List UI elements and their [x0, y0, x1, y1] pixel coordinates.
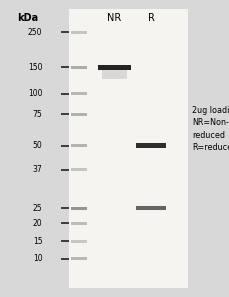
- Bar: [71, 222, 87, 225]
- Bar: [71, 207, 87, 210]
- Text: 10: 10: [33, 255, 42, 263]
- Text: 150: 150: [28, 63, 42, 72]
- Bar: [71, 92, 87, 95]
- Text: R: R: [148, 13, 155, 23]
- Bar: [71, 240, 87, 243]
- Text: 50: 50: [33, 141, 42, 150]
- Bar: [71, 113, 87, 116]
- Bar: [98, 65, 131, 70]
- Bar: [71, 257, 87, 260]
- Bar: [71, 168, 87, 171]
- Bar: [69, 9, 188, 288]
- Text: 75: 75: [33, 110, 42, 119]
- Text: 15: 15: [33, 237, 42, 246]
- Bar: [71, 31, 87, 34]
- Text: 25: 25: [33, 204, 42, 213]
- Bar: [102, 70, 127, 79]
- Bar: [71, 144, 87, 147]
- Text: 2ug loading
NR=Non-
reduced
R=reduced: 2ug loading NR=Non- reduced R=reduced: [192, 106, 229, 152]
- Text: 20: 20: [33, 219, 42, 228]
- Bar: [71, 66, 87, 69]
- Text: 250: 250: [28, 28, 42, 37]
- Bar: [136, 206, 166, 210]
- Text: NR: NR: [107, 13, 122, 23]
- Text: 100: 100: [28, 89, 42, 98]
- Text: kDa: kDa: [17, 13, 38, 23]
- Bar: [136, 143, 166, 148]
- Text: 37: 37: [33, 165, 42, 174]
